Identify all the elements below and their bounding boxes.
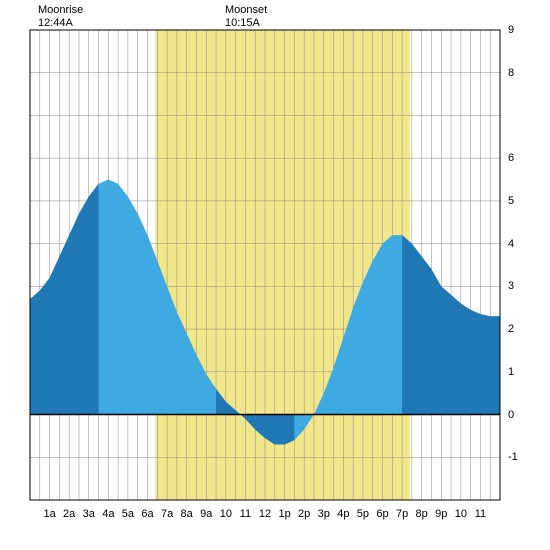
y-tick-label: -1	[508, 451, 518, 463]
moonrise-label: Moonrise	[38, 4, 83, 17]
x-tick-label: 2a	[63, 508, 75, 520]
tide-chart: Moonrise 12:44A Moonset 10:15A 1a 2a 3a 4a 5…	[0, 0, 550, 550]
x-tick-label: 7p	[396, 508, 408, 520]
x-tick-label: 1p	[278, 508, 290, 520]
moonset-time: 10:15A	[225, 17, 267, 30]
x-tick-label: 3p	[318, 508, 330, 520]
moonset-block: Moonset 10:15A	[225, 4, 267, 30]
x-tick-label: 10	[220, 508, 232, 520]
x-tick-label: 6a	[141, 508, 153, 520]
x-tick-label: 12	[259, 508, 271, 520]
moonrise-time: 12:44A	[38, 17, 83, 30]
x-tick-label: 7a	[161, 508, 173, 520]
x-tick-label: 8p	[416, 508, 428, 520]
x-tick-label: 6p	[376, 508, 388, 520]
x-tick-label: 5p	[357, 508, 369, 520]
y-tick-label: 3	[508, 280, 514, 292]
y-tick-label: 5	[508, 195, 514, 207]
moonset-label: Moonset	[225, 4, 267, 17]
x-tick-label: 9p	[435, 508, 447, 520]
x-tick-label: 10	[455, 508, 467, 520]
y-tick-label: 1	[508, 366, 514, 378]
x-tick-label: 4p	[337, 508, 349, 520]
x-tick-label: 5a	[122, 508, 134, 520]
x-tick-label: 4a	[102, 508, 114, 520]
x-tick-label: 2p	[298, 508, 310, 520]
x-tick-label: 1a	[43, 508, 55, 520]
y-tick-label: 0	[508, 409, 514, 421]
y-tick-label: 4	[508, 238, 514, 250]
y-tick-label: 8	[508, 67, 514, 79]
y-tick-label: 2	[508, 323, 514, 335]
y-tick-label: 9	[508, 24, 514, 36]
y-tick-label: 6	[508, 152, 514, 164]
x-tick-label: 3a	[83, 508, 95, 520]
x-tick-label: 11	[240, 508, 251, 520]
moonrise-block: Moonrise 12:44A	[38, 4, 83, 30]
x-tick-label: 9a	[200, 508, 212, 520]
chart-svg	[0, 0, 550, 550]
x-tick-label: 11	[475, 508, 486, 520]
x-tick-label: 8a	[181, 508, 193, 520]
